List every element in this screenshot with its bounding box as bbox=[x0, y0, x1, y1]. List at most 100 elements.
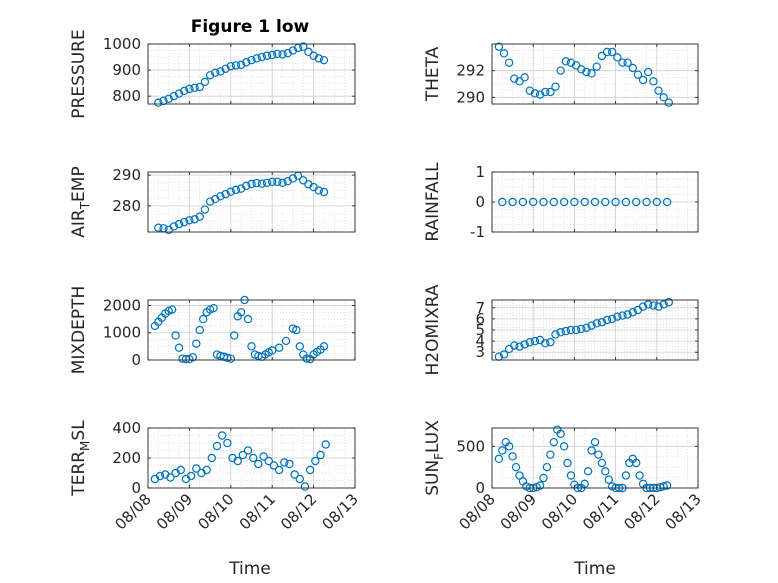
theta-data-point bbox=[566, 58, 576, 67]
pressure-data-point bbox=[262, 51, 272, 60]
sun-flux-x-tick-label: 08/12 bbox=[620, 490, 663, 533]
mixdepth-y-tick-label: 2000 bbox=[103, 296, 141, 314]
terr-msl-data-point bbox=[223, 438, 232, 448]
air-temp-y-axis-label: AIRTEMP bbox=[69, 166, 92, 237]
terr-msl-data-point bbox=[321, 440, 330, 449]
air-temp-data-point bbox=[257, 179, 267, 188]
terr-msl-data-point bbox=[217, 431, 227, 440]
theta-series bbox=[494, 42, 674, 107]
terr-msl-data-point bbox=[155, 471, 165, 481]
pressure-y-axis-label: PRESSURE bbox=[69, 29, 89, 118]
rainfall-data-point bbox=[662, 197, 672, 207]
h2omixra-minor-grid bbox=[491, 300, 699, 360]
theta-y-tick-label: 290 bbox=[456, 88, 485, 106]
subplot-rainfall: -1 0 1 RAINFALL bbox=[423, 162, 699, 242]
h2omixra-data-point bbox=[577, 324, 586, 334]
air-temp-series bbox=[154, 171, 329, 235]
pressure-data-point bbox=[283, 48, 292, 58]
h2omixra-data-point bbox=[525, 338, 534, 347]
pressure-data-point bbox=[169, 91, 179, 101]
sun-flux-data-point bbox=[535, 481, 545, 490]
mixdepth-data-point bbox=[209, 303, 218, 313]
h2omixra-y-tick-label: 3 bbox=[475, 343, 485, 361]
theta-data-point bbox=[582, 67, 591, 77]
pressure-y-tick-label: 1000 bbox=[103, 35, 141, 53]
mixdepth-data-point bbox=[281, 336, 291, 346]
terr-msl-data-point bbox=[259, 452, 268, 461]
air-temp-data-point bbox=[314, 186, 323, 195]
pressure-data-point bbox=[185, 84, 194, 94]
subplot-pressure: 800 900 1000 PRESSURE bbox=[69, 29, 356, 119]
theta-data-point bbox=[520, 73, 529, 82]
air-temp-y-tick-label: 280 bbox=[112, 197, 141, 215]
mixdepth-data-point bbox=[198, 314, 208, 324]
h2omixra-data-point bbox=[592, 319, 601, 328]
pressure-data-point bbox=[257, 52, 267, 62]
air-temp-data-point bbox=[226, 187, 235, 196]
air-temp-data-point bbox=[180, 217, 189, 227]
sun-flux-data-point bbox=[594, 450, 603, 459]
pressure-data-point bbox=[221, 64, 230, 73]
sun-flux-x-tick-label: 08/10 bbox=[538, 490, 581, 533]
mixdepth-data-point bbox=[302, 354, 311, 363]
theta-axes-box bbox=[491, 43, 699, 105]
theta-data-point bbox=[649, 77, 658, 86]
pressure-data-point bbox=[252, 54, 261, 63]
theta-data-point bbox=[541, 87, 550, 97]
mixdepth-data-point bbox=[230, 331, 239, 340]
theta-data-point bbox=[504, 58, 514, 67]
air-temp-major-grid bbox=[147, 172, 356, 232]
terr-msl-data-point bbox=[254, 459, 263, 469]
pressure-data-point bbox=[314, 54, 323, 63]
mixdepth-data-point bbox=[195, 325, 204, 335]
air-temp-axes-box bbox=[147, 171, 356, 233]
sun-flux-data-point bbox=[539, 473, 548, 483]
terr-msl-x-tick-label: 08/10 bbox=[194, 490, 237, 533]
air-temp-data-point bbox=[299, 176, 308, 185]
terr-msl-data-point bbox=[290, 470, 299, 479]
terr-msl-data-point bbox=[316, 450, 325, 460]
sun-flux-data-point bbox=[549, 437, 559, 447]
terr-msl-data-point bbox=[238, 450, 248, 460]
pressure-data-point bbox=[242, 58, 251, 67]
h2omixra-data-point bbox=[587, 321, 596, 330]
terr-msl-data-point bbox=[285, 459, 294, 469]
h2omixra-data-point bbox=[546, 338, 555, 347]
theta-data-point bbox=[510, 74, 519, 83]
rainfall-data-point bbox=[611, 197, 620, 207]
pressure-minor-grid bbox=[147, 43, 356, 104]
mixdepth-data-point bbox=[268, 346, 277, 355]
pressure-data-point bbox=[273, 49, 282, 59]
sun-flux-data-point bbox=[583, 467, 593, 476]
terr-msl-data-point bbox=[274, 465, 284, 475]
rainfall-y-tick-labels: -1 0 1 bbox=[470, 163, 485, 241]
h2omixra-data-point bbox=[613, 312, 622, 321]
rainfall-data-point bbox=[642, 197, 651, 207]
h2omixra-data-point bbox=[561, 326, 571, 336]
theta-data-point bbox=[659, 93, 668, 102]
theta-data-point bbox=[535, 90, 545, 99]
mixdepth-data-point bbox=[226, 354, 235, 363]
h2omixra-data-point bbox=[551, 330, 560, 339]
rainfall-data-point bbox=[652, 197, 662, 207]
pressure-data-point bbox=[159, 96, 168, 106]
sun-flux-y-tick-label: 0 bbox=[475, 479, 485, 497]
theta-data-point bbox=[577, 65, 586, 74]
theta-data-point bbox=[633, 70, 643, 79]
h2omixra-data-point bbox=[515, 342, 524, 351]
rainfall-data-point bbox=[559, 197, 569, 207]
terr-msl-series bbox=[150, 431, 330, 491]
figure-title: Figure 1 low bbox=[191, 17, 310, 37]
sun-flux-data-point bbox=[498, 446, 507, 455]
sun-flux-y-axis-label: SUNFLUX bbox=[423, 420, 446, 496]
pressure-data-point bbox=[236, 60, 246, 70]
air-temp-data-point bbox=[278, 178, 287, 187]
air-temp-data-point bbox=[205, 197, 215, 206]
terr-msl-x-tick-label: 08/12 bbox=[277, 490, 320, 533]
rainfall-data-point bbox=[590, 197, 600, 207]
pressure-data-point bbox=[247, 55, 256, 65]
pressure-data-point bbox=[278, 50, 287, 59]
